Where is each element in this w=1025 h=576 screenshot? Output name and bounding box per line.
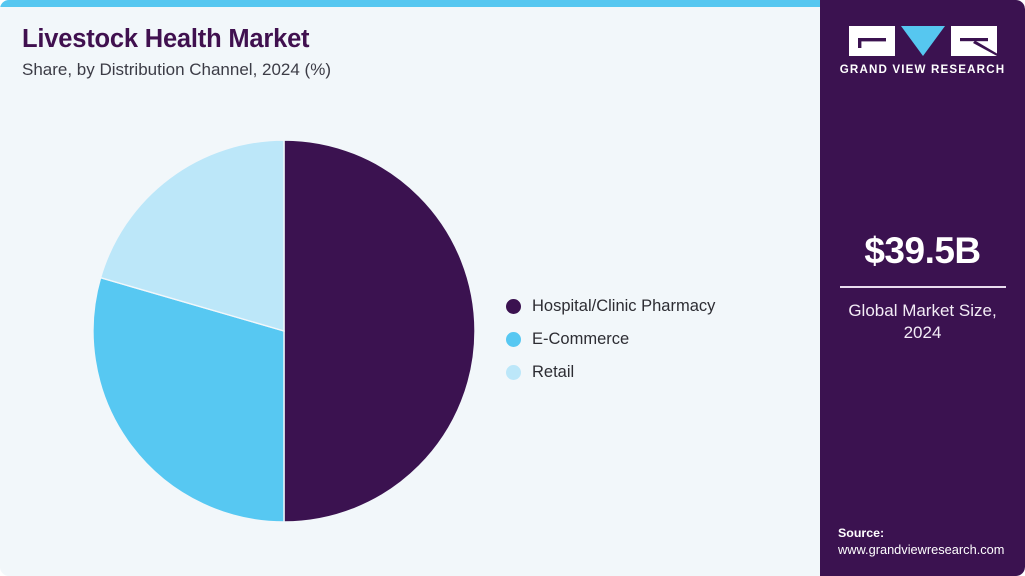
logo-wordmark: GRAND VIEW RESEARCH	[839, 63, 1006, 76]
pie-slice[interactable]	[99, 140, 285, 332]
stat-block: $39.5B Global Market Size, 2024	[820, 232, 1025, 344]
legend-item-label: E-Commerce	[532, 330, 630, 349]
source-block: Source: www.grandviewresearch.com	[838, 525, 1018, 558]
legend-color-swatch-icon	[506, 332, 521, 347]
brand-logo: GRAND VIEW RESEARCH	[820, 26, 1025, 76]
stat-value: $39.5B	[864, 230, 981, 271]
page-subtitle: Share, by Distribution Channel, 2024 (%)	[22, 60, 331, 80]
title-block: Livestock Health Market Share, by Distri…	[22, 25, 782, 81]
legend-item-e-commerce[interactable]: E-Commerce	[506, 323, 796, 356]
chart-legend: Hospital/Clinic Pharmacy E-Commerce Reta…	[506, 290, 796, 389]
legend-item-label: Hospital/Clinic Pharmacy	[532, 297, 716, 316]
top-accent-bar	[0, 0, 820, 7]
legend-item-label: Retail	[532, 363, 575, 382]
legend-item-retail[interactable]: Retail	[506, 356, 796, 389]
legend-item-hospital-clinic-pharmacy[interactable]: Hospital/Clinic Pharmacy	[506, 290, 796, 323]
stat-caption: Global Market Size, 2024	[848, 301, 997, 342]
pie-slice[interactable]	[283, 140, 475, 522]
logo-letter-marks	[820, 26, 1025, 56]
logo-r-icon	[950, 26, 997, 56]
page-title: Livestock Health Market	[22, 25, 310, 53]
logo-v-icon	[900, 26, 946, 56]
legend-color-swatch-icon	[506, 365, 521, 380]
source-url[interactable]: www.grandviewresearch.com	[838, 541, 1005, 557]
stat-divider	[839, 286, 1006, 288]
pie-chart	[93, 140, 475, 522]
pie-slice[interactable]	[93, 276, 285, 522]
chart-panel: Livestock Health Market Share, by Distri…	[0, 7, 820, 576]
legend-color-swatch-icon	[506, 299, 521, 314]
pie-slice-group	[93, 140, 475, 522]
side-panel: GRAND VIEW RESEARCH $39.5B Global Market…	[820, 0, 1025, 576]
pie-chart-svg	[93, 140, 475, 522]
source-label: Source:	[838, 525, 885, 540]
logo-g-icon	[848, 26, 895, 56]
